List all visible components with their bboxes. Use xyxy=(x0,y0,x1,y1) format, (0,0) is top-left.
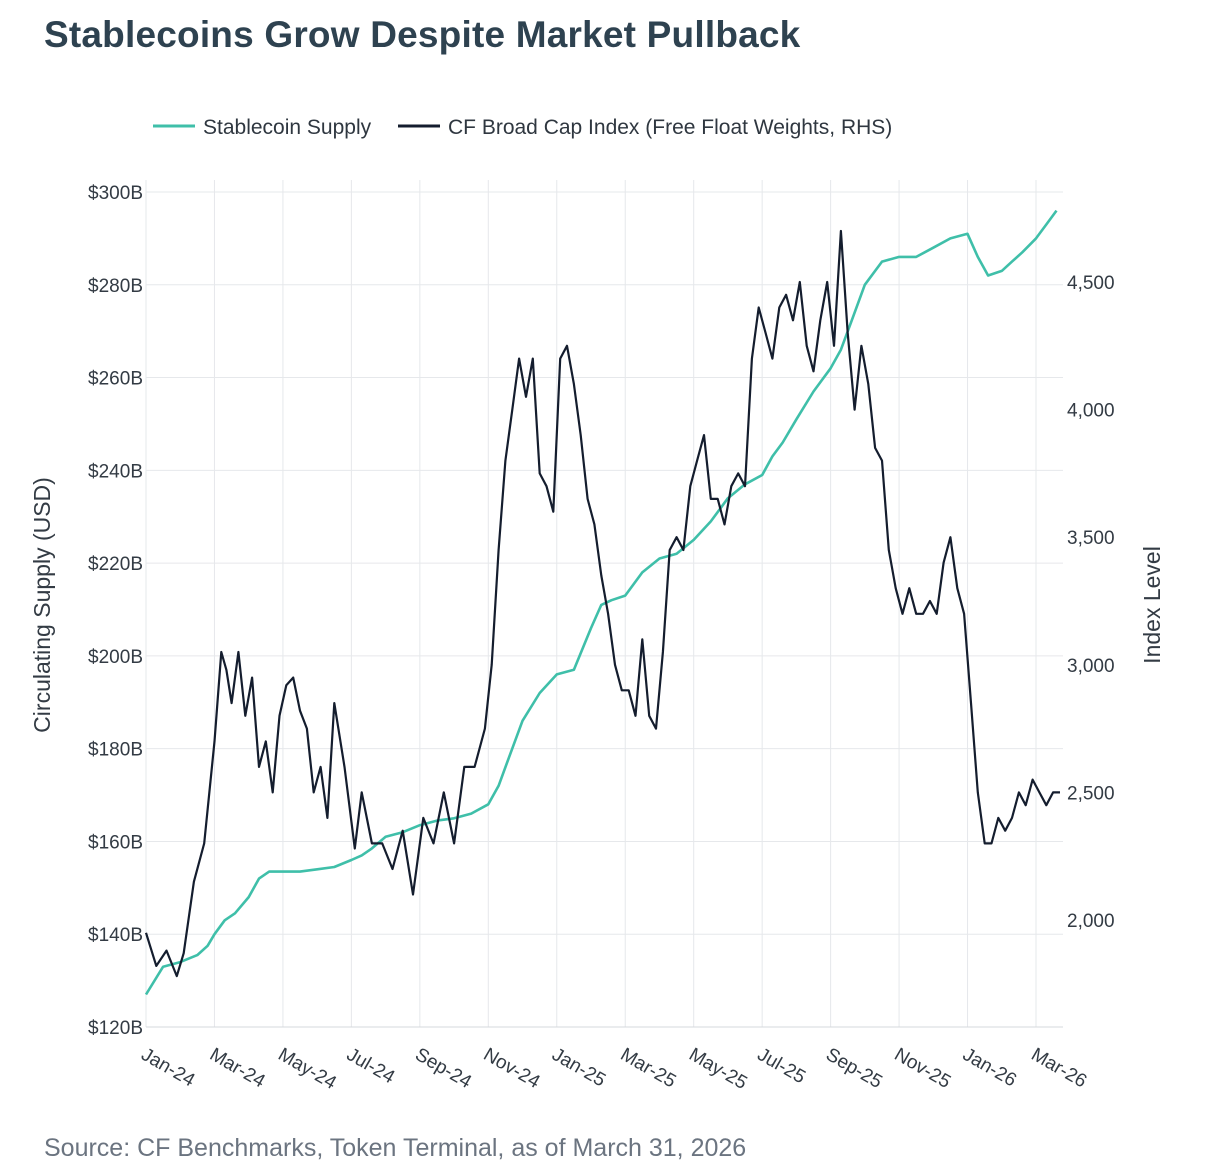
series-line-cf-broad-cap-index xyxy=(144,229,1060,978)
y2-tick-label: 3,000 xyxy=(1067,656,1115,677)
series-lines xyxy=(144,209,1060,996)
x-tick-label: Jul-25 xyxy=(754,1044,809,1088)
chart-title: Stablecoins Grow Despite Market Pullback xyxy=(44,14,801,55)
y2-tick-label: 4,000 xyxy=(1067,401,1115,422)
y-axis-left: $120B $140B $160B $180B $200B $220B $240B $260B… xyxy=(88,183,143,1039)
x-tick-label: May-24 xyxy=(274,1044,340,1094)
legend-label-cf-broad-cap-index: CF Broad Cap Index (Free Float Weights, … xyxy=(448,116,892,139)
x-tick-label: Sep-24 xyxy=(411,1044,475,1093)
y2-tick-label: 3,500 xyxy=(1067,528,1115,549)
series-line-stablecoin-supply xyxy=(144,209,1058,996)
chart-area: Stablecoin Supply CF Broad Cap Index (Fr… xyxy=(29,116,1165,1094)
y-tick-label: $120B xyxy=(88,1018,143,1039)
y-tick-label: $180B xyxy=(88,740,143,761)
y-tick-label: $200B xyxy=(88,647,143,668)
x-tick-label: Nov-25 xyxy=(891,1044,955,1093)
y2-tick-label: 2,500 xyxy=(1067,783,1115,804)
x-tick-label: Nov-24 xyxy=(480,1044,544,1093)
x-tick-label: Jul-24 xyxy=(343,1044,399,1088)
x-tick-label: May-25 xyxy=(685,1044,750,1094)
x-tick-label: Jan-24 xyxy=(138,1044,199,1091)
y-axis-title: Circulating Supply (USD) xyxy=(29,477,55,733)
y-tick-label: $280B xyxy=(88,276,143,297)
y-tick-label: $260B xyxy=(88,369,143,390)
y2-axis-title: Index Level xyxy=(1139,546,1165,664)
y-tick-label: $140B xyxy=(88,925,143,946)
x-tick-label: Mar-25 xyxy=(617,1044,680,1092)
source-note: Source: CF Benchmarks, Token Terminal, a… xyxy=(44,1134,747,1162)
x-tick-label: Mar-26 xyxy=(1028,1044,1091,1092)
x-tick-label: Mar-24 xyxy=(206,1044,269,1092)
y2-tick-label: 4,500 xyxy=(1067,273,1115,294)
y-tick-label: $240B xyxy=(88,461,143,482)
y2-tick-label: 2,000 xyxy=(1067,911,1115,932)
y-axis-right: 2,000 2,500 3,000 3,500 4,000 4,500 xyxy=(1067,273,1115,932)
y-tick-label: $160B xyxy=(88,832,143,853)
x-tick-label: Sep-25 xyxy=(822,1044,886,1093)
y-tick-label: $300B xyxy=(88,183,143,204)
x-tick-label: Jan-25 xyxy=(548,1044,609,1091)
y-tick-label: $220B xyxy=(88,554,143,575)
legend: Stablecoin Supply CF Broad Cap Index (Fr… xyxy=(153,116,892,139)
legend-label-stablecoin-supply: Stablecoin Supply xyxy=(203,116,372,139)
x-axis: Jan-24 Mar-24 May-24 Jul-24 Sep-24 Nov-24 Jan-… xyxy=(138,1044,1091,1094)
x-tick-label: Jan-26 xyxy=(959,1044,1020,1091)
